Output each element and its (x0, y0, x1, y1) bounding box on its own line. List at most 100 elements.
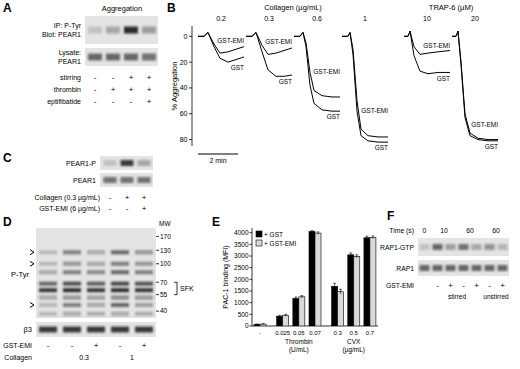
y-tick (250, 314, 253, 315)
mw-label: MW (159, 220, 171, 227)
y-tick (189, 36, 192, 37)
tick-label: 1500 (234, 287, 249, 294)
sfk-label: SFK (180, 285, 194, 292)
band (485, 265, 495, 271)
scale-bar (198, 153, 238, 154)
trace (342, 32, 388, 142)
y-tick (250, 302, 253, 303)
band (39, 262, 57, 266)
band (63, 327, 81, 333)
treatment-symbol: - (94, 85, 97, 94)
tick-label: 3000 (234, 252, 249, 259)
trace-label: GST-EMI (361, 107, 388, 114)
panel-letter: D (3, 215, 12, 229)
band (135, 262, 153, 266)
legend-label: + GST (264, 231, 283, 238)
arrow (30, 261, 34, 266)
band (142, 27, 156, 34)
group-label: 60 (492, 227, 500, 234)
y-axis (192, 26, 193, 146)
treatment-symbol: - (47, 341, 50, 350)
treatment-symbol: - (436, 281, 439, 290)
band (111, 250, 129, 254)
condition-label: 0.6 (312, 15, 322, 22)
bar (260, 324, 266, 326)
band (459, 265, 469, 271)
band (63, 296, 81, 300)
panel-letter: E (212, 215, 220, 229)
trace-label: GST (279, 78, 292, 85)
band (106, 27, 120, 34)
band (39, 282, 57, 286)
band (124, 54, 138, 61)
band (106, 54, 120, 61)
tick-label: 0.7 (366, 330, 375, 336)
blot-background (36, 322, 156, 337)
band (498, 244, 508, 250)
band (135, 296, 153, 300)
title: Aggregation (102, 4, 142, 13)
treatment-symbol: + (142, 204, 147, 213)
trace (246, 32, 292, 76)
blot-label: IP: P-Tyr (54, 22, 82, 30)
band (472, 244, 482, 250)
arrow (30, 303, 34, 308)
trace (452, 31, 498, 141)
blot-label: β3 (24, 325, 33, 334)
treatment-symbol: + (448, 281, 453, 290)
band (63, 262, 81, 266)
mw-marker: 170 (160, 233, 171, 240)
treatment-symbol: - (462, 281, 465, 290)
error-bar (349, 253, 352, 257)
tick-label: 0.05 (293, 330, 305, 336)
trace-label: GST-EMI (265, 38, 292, 45)
band (135, 288, 153, 292)
panel-letter: A (3, 1, 12, 15)
group-label-line: CVX (347, 338, 361, 345)
band (121, 177, 134, 183)
treatment-symbol: + (94, 341, 99, 350)
blot-background (418, 260, 509, 276)
blot-label: PEAR1-P (66, 160, 96, 167)
y-tick (189, 62, 192, 63)
mw-tick (156, 236, 159, 237)
error-bar (256, 323, 259, 325)
mw-tick (156, 250, 159, 251)
band (88, 27, 102, 34)
legend-swatch (256, 240, 262, 246)
mw-marker: 40 (160, 307, 168, 314)
group-label: 60 (466, 227, 474, 234)
bar (309, 232, 315, 327)
y-tick (250, 244, 253, 245)
error-bar (262, 323, 265, 325)
row-label: Collagen (4, 354, 32, 362)
blot-label: P-Tyr (11, 270, 29, 279)
blot-label: PEAR1 (58, 58, 81, 65)
bar (283, 315, 289, 326)
arrow (30, 250, 34, 255)
band (111, 262, 129, 266)
condition-label: 10 (423, 15, 431, 22)
group-label: 0 (423, 227, 427, 234)
blot-background (85, 16, 158, 44)
treatment-symbol: - (109, 204, 112, 213)
bars (254, 231, 376, 326)
blot-label: Lysate: (59, 49, 81, 57)
error-bar (365, 236, 368, 239)
band (485, 244, 495, 250)
band (135, 312, 153, 316)
group-label: 1 (130, 354, 134, 361)
group-label-line: Thrombin (285, 338, 313, 345)
tick-label: 0.3 (333, 330, 342, 336)
blot-background (36, 228, 156, 318)
group-label: Thrombin(U/mL) (285, 338, 313, 354)
band (63, 312, 81, 316)
bar (348, 255, 354, 326)
treatment-symbol: + (111, 85, 116, 94)
treatment-symbol: - (126, 204, 129, 213)
band (104, 160, 117, 166)
mw-marker: 55 (160, 291, 168, 298)
band (138, 160, 151, 166)
tick-label: 1000 (234, 299, 249, 306)
band (135, 270, 153, 274)
